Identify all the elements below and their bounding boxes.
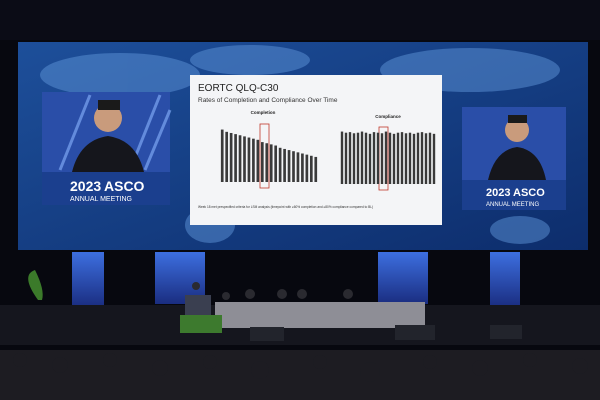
bar <box>243 136 246 182</box>
bar <box>428 132 432 184</box>
bar <box>274 145 278 182</box>
chart-title: Completion <box>251 110 276 115</box>
bar <box>309 155 313 182</box>
bar <box>368 133 372 184</box>
bar <box>404 133 408 184</box>
logo-year: 2023 <box>486 187 510 199</box>
bar <box>234 134 237 182</box>
ceiling <box>0 0 600 40</box>
left-video: 2023 ASCO ANNUAL MEETING <box>42 92 172 205</box>
logo-year: 2023 <box>70 178 101 194</box>
bar <box>408 132 412 184</box>
bar <box>229 132 233 182</box>
bar <box>388 132 392 184</box>
bar <box>278 147 282 182</box>
slide-subtitle: Rates of Completion and Compliance Over … <box>198 97 338 104</box>
logo-name: ASCO <box>513 187 545 199</box>
bar <box>392 133 396 184</box>
bar <box>352 133 356 184</box>
bar <box>416 132 420 184</box>
bar <box>344 132 348 184</box>
logo-tagline: ANNUAL MEETING <box>70 196 132 203</box>
bar <box>400 132 404 184</box>
bar <box>238 135 242 182</box>
slide: EORTC QLQ-C30 Rates of Completion and Co… <box>190 75 442 225</box>
bar <box>292 151 295 182</box>
slide-title: EORTC QLQ-C30 <box>198 83 279 94</box>
bar <box>360 131 364 184</box>
slide-footnote: Week 18 met prespecified criteria for LS… <box>198 205 373 209</box>
bar <box>265 143 269 182</box>
bar <box>384 131 388 184</box>
audience <box>0 350 600 400</box>
bar <box>356 132 360 184</box>
bar <box>372 132 376 184</box>
bar <box>287 150 291 182</box>
bar <box>340 131 344 184</box>
bar <box>380 133 384 184</box>
bar <box>260 142 264 182</box>
bar <box>247 137 251 182</box>
bar <box>305 154 309 182</box>
bar <box>420 132 424 184</box>
bar <box>225 131 229 182</box>
chart-title: Compliance <box>375 114 401 119</box>
bar <box>314 156 318 182</box>
bar <box>396 132 400 184</box>
bar <box>364 132 368 184</box>
bar <box>348 132 352 184</box>
bar <box>432 133 436 184</box>
stage <box>0 252 600 345</box>
bar <box>301 153 304 182</box>
bar <box>269 144 273 182</box>
right-video: 2023 ASCO ANNUAL MEETING <box>462 107 566 210</box>
bar <box>220 129 224 182</box>
bar <box>376 132 380 184</box>
bar <box>256 139 260 182</box>
bar <box>252 138 255 182</box>
bar <box>412 133 416 184</box>
bar <box>296 152 300 182</box>
logo-name: ASCO <box>104 178 145 194</box>
logo-tagline: ANNUAL MEETING <box>486 202 539 208</box>
bar <box>424 133 428 184</box>
bar <box>283 148 286 182</box>
